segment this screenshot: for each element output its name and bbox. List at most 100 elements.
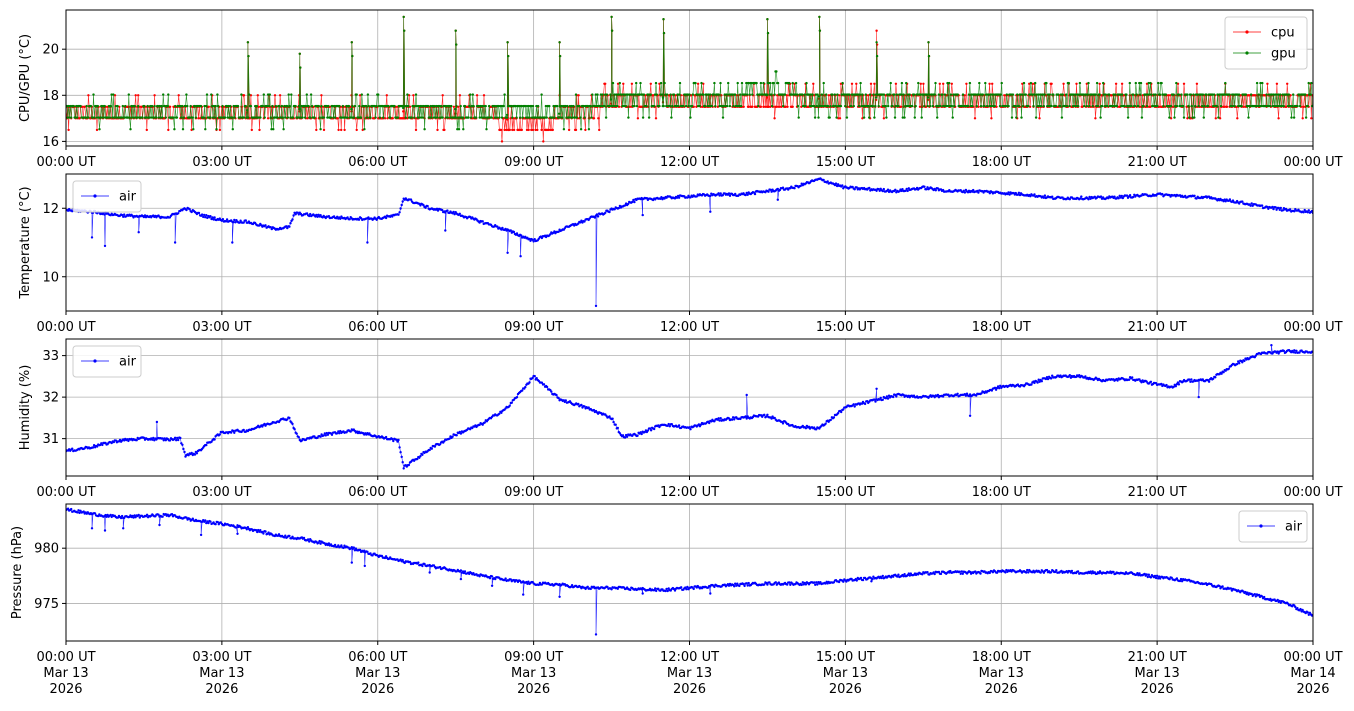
data-point — [939, 105, 941, 107]
data-point — [166, 105, 168, 107]
data-point — [1086, 105, 1088, 107]
data-point — [1087, 198, 1089, 200]
data-point — [167, 93, 169, 95]
data-point — [496, 116, 498, 118]
data-point — [727, 82, 729, 84]
data-point — [1065, 93, 1067, 95]
data-point — [403, 467, 405, 469]
data-point — [389, 116, 391, 118]
data-point — [678, 93, 680, 95]
x-tick-label: 03:00 UT — [192, 155, 251, 170]
data-point — [1033, 193, 1035, 195]
data-point — [1023, 82, 1025, 84]
data-point — [709, 93, 711, 95]
data-point — [990, 117, 992, 119]
data-point — [1180, 93, 1182, 95]
data-point — [709, 211, 711, 213]
data-point — [540, 129, 542, 131]
data-point — [609, 93, 611, 95]
data-point — [506, 252, 508, 254]
data-point — [829, 105, 831, 107]
data-point — [977, 191, 979, 193]
data-point — [1012, 93, 1014, 95]
data-point — [782, 105, 784, 107]
data-point — [836, 93, 838, 95]
data-point — [688, 93, 690, 95]
data-point — [663, 82, 665, 84]
data-point — [1121, 93, 1123, 95]
data-point — [982, 93, 984, 95]
data-point — [264, 224, 266, 226]
data-point — [272, 128, 274, 130]
data-point — [980, 105, 982, 107]
data-point — [79, 105, 81, 107]
data-point — [431, 448, 433, 450]
data-point — [401, 456, 403, 458]
data-point — [319, 128, 321, 130]
data-point — [1022, 105, 1024, 107]
data-point — [553, 116, 555, 118]
data-point — [887, 105, 889, 107]
data-point — [183, 116, 185, 118]
data-point — [198, 212, 200, 214]
data-point — [194, 453, 196, 455]
data-point — [511, 402, 513, 404]
data-point — [458, 128, 460, 130]
data-point — [350, 108, 352, 110]
x-tick-label: 09:00 UT — [504, 155, 563, 170]
data-point — [1100, 195, 1102, 197]
data-point — [1121, 195, 1123, 197]
data-point — [682, 105, 684, 107]
data-point — [183, 451, 185, 453]
data-point — [546, 386, 548, 388]
data-point — [796, 93, 798, 95]
data-point — [1149, 82, 1151, 84]
data-point — [375, 105, 377, 107]
data-point — [1030, 82, 1032, 84]
data-point — [859, 82, 861, 84]
data-point — [957, 93, 959, 95]
data-point — [421, 454, 423, 456]
data-point — [903, 116, 905, 118]
data-point — [598, 129, 600, 131]
data-point — [543, 383, 545, 385]
data-point — [412, 94, 414, 96]
data-point — [883, 188, 885, 190]
data-point — [353, 116, 355, 118]
data-point — [811, 93, 813, 95]
data-point — [509, 129, 511, 131]
data-point — [453, 106, 455, 108]
data-point — [1033, 93, 1035, 95]
data-point — [691, 105, 693, 107]
data-point — [366, 116, 368, 118]
data-point — [636, 105, 638, 107]
data-point — [859, 93, 861, 95]
data-point — [946, 94, 948, 96]
data-point — [596, 93, 598, 95]
data-point — [318, 105, 320, 107]
data-point — [689, 428, 691, 430]
data-point — [397, 116, 399, 118]
data-point — [1258, 93, 1260, 95]
data-point — [1040, 105, 1042, 107]
data-point — [247, 41, 249, 43]
data-point — [827, 105, 829, 107]
data-point — [460, 432, 462, 434]
data-point — [1215, 117, 1217, 119]
data-point — [97, 105, 99, 107]
data-point — [1201, 105, 1203, 107]
data-point — [655, 82, 657, 84]
data-point — [1018, 105, 1020, 107]
data-point — [282, 128, 284, 130]
data-point — [1190, 93, 1192, 95]
data-point — [967, 105, 969, 107]
data-point — [746, 394, 748, 396]
data-point — [755, 82, 757, 84]
data-point — [454, 108, 456, 110]
data-point — [1049, 93, 1051, 95]
data-point — [831, 93, 833, 95]
data-point — [315, 129, 317, 131]
data-point — [878, 105, 880, 107]
data-point — [240, 106, 242, 108]
